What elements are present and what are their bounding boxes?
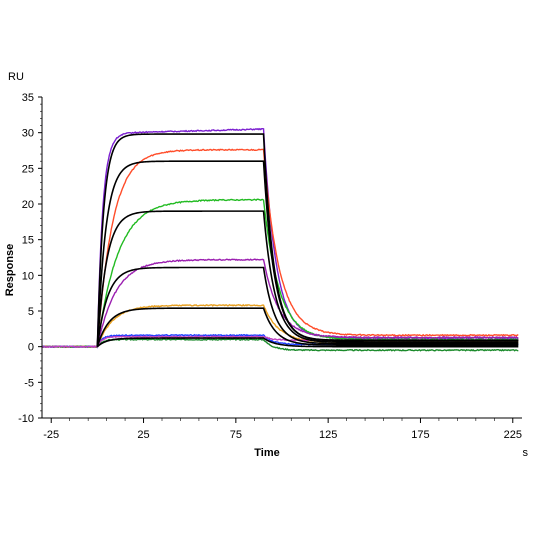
- y-axis-title: Response: [4, 244, 16, 297]
- y-tick-label: -5: [24, 377, 34, 389]
- x-tick-label: 175: [411, 429, 429, 441]
- y-unit-label: RU: [8, 71, 24, 83]
- y-tick-label: 0: [28, 342, 34, 354]
- fit-curve: [96, 133, 519, 347]
- x-axis-title: Time: [254, 447, 279, 459]
- fit-curve: [96, 266, 519, 347]
- fit-curve: [96, 337, 519, 348]
- fit-curve: [96, 210, 519, 347]
- x-tick-label: 25: [137, 429, 149, 441]
- y-tick-label: 15: [22, 235, 34, 247]
- y-tick-label: 5: [28, 306, 34, 318]
- fit-curve: [96, 160, 519, 347]
- x-tick-label: -25: [43, 429, 59, 441]
- y-tick-label: -10: [18, 413, 34, 425]
- y-tick-label: 35: [22, 92, 34, 104]
- fits-layer: [96, 133, 519, 348]
- response-curve: [41, 148, 519, 348]
- x-unit-label: s: [523, 447, 529, 459]
- y-tick-label: 30: [22, 128, 34, 140]
- y-tick-label: 25: [22, 163, 34, 175]
- y-tick-label: 10: [22, 270, 34, 282]
- x-tick-label: 225: [504, 429, 522, 441]
- y-tick-label: 20: [22, 199, 34, 211]
- x-tick-label: 75: [230, 429, 242, 441]
- response-curve: [41, 127, 519, 349]
- axes-layer: -10 -5 0 5 10 15 20 25 30 35 -25 25 75 125 175 225: [18, 92, 522, 441]
- fit-curve: [96, 307, 519, 347]
- x-tick-label: 125: [319, 429, 337, 441]
